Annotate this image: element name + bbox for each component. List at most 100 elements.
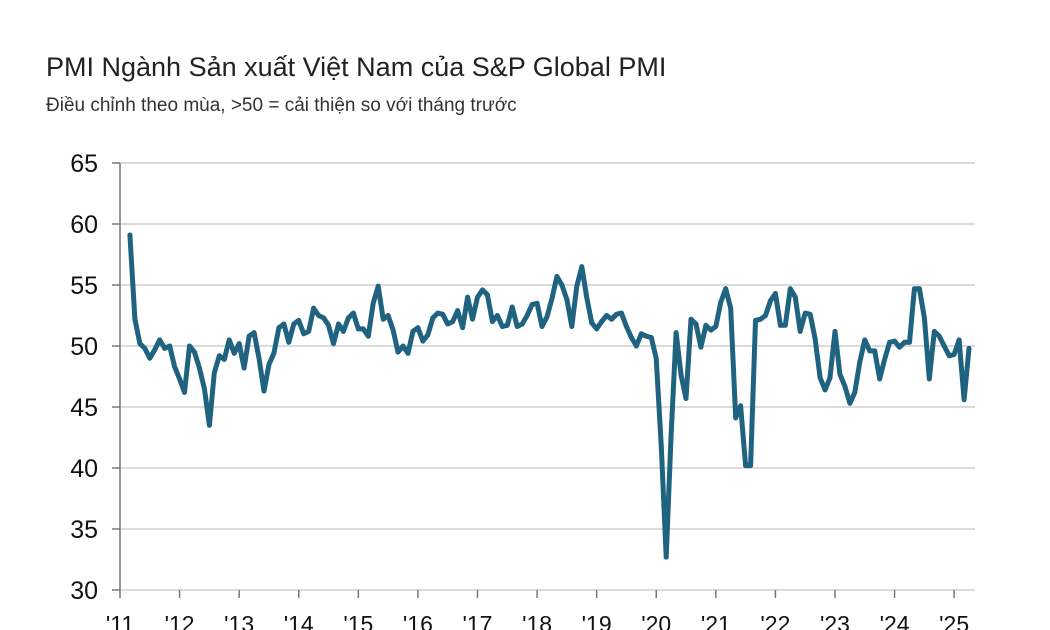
data-point (638, 331, 644, 337)
data-point (917, 286, 922, 292)
data-point (271, 350, 277, 356)
data-point (221, 357, 227, 362)
data-point (812, 336, 818, 342)
data-point (455, 308, 460, 313)
y-tick-label: 50 (70, 333, 98, 361)
data-point (286, 339, 292, 345)
data-point (718, 299, 724, 305)
y-tick-label: 40 (70, 455, 98, 483)
x-tick-label: '21 (701, 611, 731, 630)
data-point (276, 325, 282, 331)
data-point (867, 348, 873, 354)
data-point (495, 313, 500, 318)
data-point (460, 325, 465, 331)
data-point (778, 322, 783, 328)
data-point (480, 287, 485, 293)
data-point (589, 320, 595, 326)
data-point (509, 304, 515, 310)
data-point (197, 365, 202, 371)
data-point (877, 376, 883, 382)
data-point (738, 403, 743, 409)
data-point (182, 390, 187, 395)
data-point (569, 324, 575, 329)
data-point (296, 318, 302, 323)
data-point (375, 283, 381, 289)
data-point (619, 310, 624, 316)
data-point (385, 313, 391, 318)
x-tick-label: '12 (165, 611, 195, 630)
data-point (634, 343, 639, 349)
x-tick-label: '24 (880, 611, 910, 630)
data-point (420, 338, 426, 344)
data-point (534, 300, 540, 306)
data-point (648, 335, 654, 340)
data-point (857, 359, 863, 365)
data-point (435, 310, 441, 316)
data-point (872, 348, 878, 354)
data-point (698, 344, 704, 350)
data-point (370, 300, 376, 306)
data-point (425, 332, 431, 338)
data-point (748, 463, 753, 468)
data-point (643, 333, 649, 339)
data-point (346, 315, 351, 321)
x-tick-label: '19 (582, 611, 612, 630)
data-point (832, 329, 838, 334)
data-point (554, 274, 560, 279)
data-point (490, 319, 495, 324)
data-point (743, 463, 748, 468)
data-point (862, 337, 868, 343)
data-point (956, 337, 962, 343)
data-point (514, 324, 520, 329)
data-point (922, 315, 927, 321)
data-point (703, 322, 709, 328)
data-point (430, 315, 436, 321)
data-point (728, 305, 734, 311)
data-point (951, 352, 957, 357)
data-point (167, 343, 173, 349)
data-point (708, 327, 714, 333)
gridlines (120, 162, 975, 591)
x-axis-ticks: '11 '12 '13 '14 '15 '16 '17 '18 '19 '20 '21 '22 '23 '… (106, 590, 969, 630)
data-point (822, 387, 828, 393)
data-point (817, 375, 823, 381)
pmi-series-line (127, 232, 972, 560)
data-point (539, 324, 545, 329)
data-point (351, 310, 356, 316)
x-tick-label: '16 (403, 611, 433, 630)
data-point (678, 372, 684, 378)
data-point (365, 333, 371, 339)
data-point (936, 333, 942, 339)
x-tick-label: '20 (641, 611, 671, 630)
chart-title: PMI Ngành Sản xuất Việt Nam của S&P Glob… (46, 52, 667, 82)
data-point (380, 316, 386, 322)
data-point (355, 326, 361, 332)
data-point (797, 329, 803, 334)
data-point (410, 329, 416, 334)
data-point (946, 353, 952, 359)
data-point (445, 321, 451, 327)
y-tick-label: 65 (70, 150, 98, 178)
data-point (211, 370, 217, 376)
data-point (321, 315, 326, 321)
data-point (902, 339, 907, 345)
data-point (564, 297, 570, 302)
data-point (147, 355, 153, 361)
data-point (842, 383, 848, 389)
data-point (787, 286, 793, 292)
data-point (892, 338, 897, 344)
data-point (579, 264, 585, 270)
data-point (137, 341, 143, 346)
data-point (127, 232, 133, 238)
data-point (246, 333, 252, 339)
data-point (241, 365, 247, 371)
data-point (390, 327, 396, 333)
data-point (713, 324, 719, 329)
data-point (485, 292, 490, 298)
pmi-data-points (127, 232, 972, 560)
data-point (673, 330, 679, 335)
data-point (663, 554, 669, 560)
data-point (693, 321, 699, 327)
data-point (782, 322, 788, 328)
data-point (415, 325, 421, 331)
